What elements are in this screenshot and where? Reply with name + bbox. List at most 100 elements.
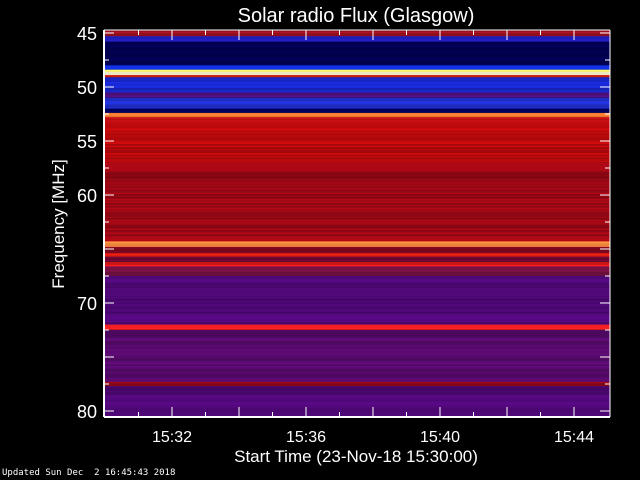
spectrum-row [104, 95, 610, 98]
spectrum-row [104, 240, 610, 242]
spectrum-row [104, 145, 610, 148]
spectrum-row [104, 78, 610, 81]
spectrum-row [104, 411, 610, 414]
spectrum-row [104, 381, 610, 382]
spectrum-row [104, 253, 610, 255]
spectrum-row [104, 207, 610, 210]
spectrum-row [104, 123, 610, 125]
spectrum-row [104, 279, 610, 281]
axes: 15:32 15:36 15:40 15:44 45 50 55 60 70 80 [77, 24, 611, 446]
spectrum-row [104, 162, 610, 165]
spectrum-row [104, 52, 610, 54]
spectrum-row [104, 389, 610, 391]
spectrum-row [104, 198, 610, 201]
spectrum-row [104, 41, 610, 44]
x-tick-label: 15:32 [152, 429, 192, 446]
spectrum-row [104, 272, 610, 274]
spectrum-row [104, 351, 610, 353]
spectrum-row [104, 86, 610, 88]
x-tick-label: 15:40 [420, 429, 460, 446]
spectrum-row [104, 65, 610, 68]
spectrum-row [104, 138, 610, 140]
spectrum-row [104, 120, 610, 122]
spectrum-row [104, 333, 610, 335]
y-axis-label: Frequency [MHz] [49, 159, 68, 288]
spectrum-row [104, 297, 610, 299]
spectrum-row [104, 396, 610, 399]
spectrum-row [104, 266, 610, 268]
chart-title: Solar radio Flux (Glasgow) [238, 5, 475, 27]
spectrum-row [104, 77, 610, 79]
spectrum-row [104, 154, 610, 157]
spectrum-row [104, 327, 610, 330]
spectrum-row [104, 251, 610, 253]
spectrum-row [104, 142, 610, 145]
spectrum-row [104, 170, 610, 172]
spectrum-row [104, 237, 610, 240]
spectrum-row [104, 329, 610, 331]
spectrum-row [104, 306, 610, 308]
spectrum-row [104, 90, 610, 93]
spectrum-row [104, 381, 610, 384]
spectrum-row [104, 162, 610, 163]
spectrum-row [104, 386, 610, 388]
spectrum-row [104, 144, 610, 146]
spectrum-row [104, 194, 610, 196]
spectrum-row [104, 55, 610, 57]
spectrum-row [104, 352, 610, 355]
spectrum-row [104, 111, 610, 114]
spectrum-row [104, 171, 610, 174]
spectrum-row [104, 53, 610, 56]
spectrum-row [104, 106, 610, 109]
spectrum-row [104, 246, 610, 249]
spectrum-row [104, 93, 610, 96]
spectrum-row [104, 124, 610, 127]
spectrum-row [104, 304, 610, 307]
spectrum-row [104, 73, 610, 76]
spectrum-row [104, 407, 610, 409]
spectrum-row [104, 83, 610, 85]
spectrum-row [104, 191, 610, 193]
spectrum-row [104, 334, 610, 337]
spectrum-row [104, 99, 610, 101]
spectrum-row [104, 267, 610, 270]
y-tick-label: 50 [77, 78, 97, 98]
spectrum-row [104, 132, 610, 134]
spectrum-row [104, 37, 610, 40]
spectrum-row [104, 245, 610, 247]
spectrum-row [104, 372, 610, 374]
spectrum-row [104, 176, 610, 178]
spectrum-row [104, 150, 610, 152]
spectrum-row [104, 80, 610, 82]
spectrum-row [104, 135, 610, 137]
spectrum-row [104, 156, 610, 158]
spectrum-row [104, 231, 610, 234]
spectrum-row [104, 168, 610, 171]
spectrum-row [104, 89, 610, 91]
spectrum-row [104, 316, 610, 319]
spectrum-row [104, 147, 610, 149]
spectrum-row [104, 322, 610, 325]
spectrum-row [104, 326, 610, 328]
spectrum-row [104, 283, 610, 286]
spectrum-row [104, 295, 610, 298]
spectrum-row [104, 185, 610, 187]
spectrum-row [104, 357, 610, 359]
spectrum-row [104, 224, 610, 226]
spectrum-row [104, 192, 610, 195]
spectrum-row [104, 148, 610, 151]
spectrum-row [104, 239, 610, 241]
spectrum-row [104, 105, 610, 107]
spectrum-row [104, 286, 610, 289]
spectrum-row [104, 367, 610, 370]
x-axis-label: Start Time (23-Nov-18 15:30:00) [234, 447, 478, 466]
spectrum-row [104, 318, 610, 320]
spectrum-row [104, 408, 610, 411]
spectrum-row [104, 112, 610, 115]
spectrum-row [104, 222, 610, 225]
spectrum-row [104, 291, 610, 293]
spectrum-row [104, 370, 610, 373]
spectrum-row [104, 395, 610, 397]
spectrum-row [104, 84, 610, 87]
spectrum-row [104, 276, 610, 278]
